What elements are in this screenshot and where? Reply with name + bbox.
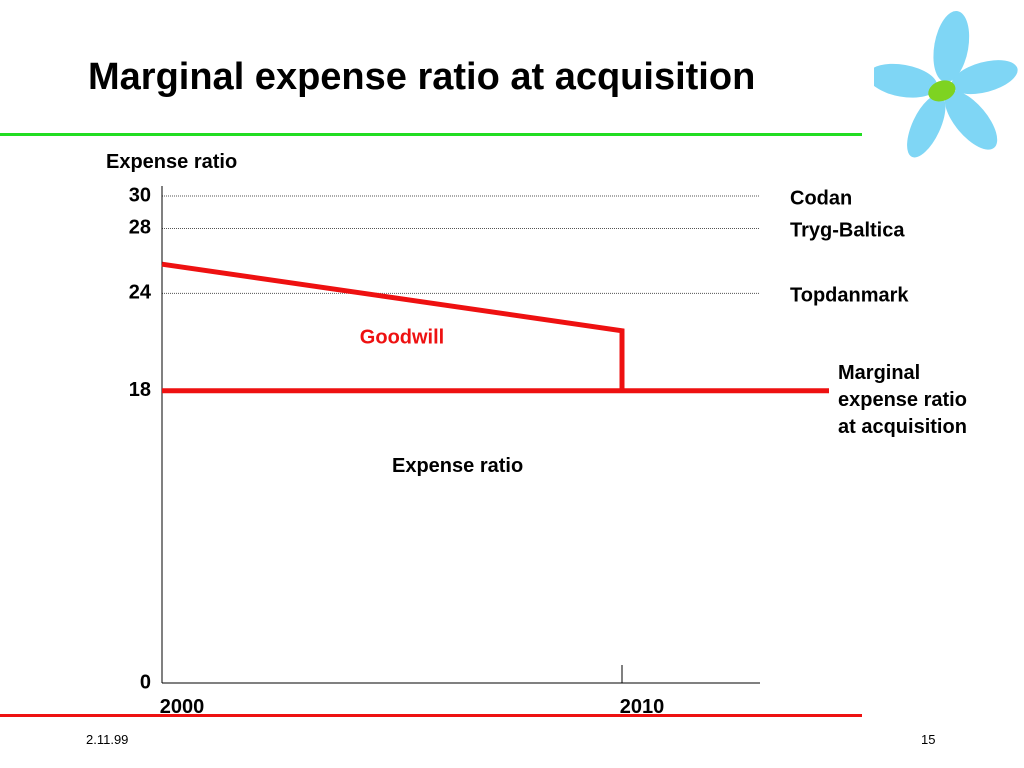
y-tick-label: 28 <box>129 217 151 239</box>
series-label-line: at acquisition <box>838 416 967 438</box>
reference-label: Tryg-Baltica <box>790 220 905 242</box>
y-tick-label: 30 <box>129 184 151 206</box>
y-tick-label: 0 <box>140 671 151 693</box>
top-divider <box>0 133 862 136</box>
footer-date: 2.11.99 <box>86 732 129 747</box>
page-number: 15 <box>921 732 936 747</box>
x-tick-label: 2010 <box>620 696 665 718</box>
series-line-1 <box>161 261 625 391</box>
y-tick-label: 24 <box>129 282 152 304</box>
slide-title: Marginal expense ratio at acquisition <box>88 56 756 98</box>
bottom-divider <box>0 714 862 717</box>
y-axis-title: Expense ratio <box>106 151 237 173</box>
flower-logo-icon <box>874 11 1018 158</box>
reference-label: Codan <box>790 187 852 209</box>
y-tick-label: 18 <box>129 379 151 401</box>
annotation-goodwill: Goodwill <box>360 327 444 349</box>
x-tick-label: 2000 <box>160 696 205 718</box>
annotation-expense-ratio: Expense ratio <box>392 455 523 477</box>
series-label-line: expense ratio <box>838 389 967 411</box>
marginal-series-label: Marginal expense ratio at acquisition <box>838 362 967 438</box>
reference-label: Topdanmark <box>790 285 909 307</box>
series-label-line: Marginal <box>838 362 920 384</box>
